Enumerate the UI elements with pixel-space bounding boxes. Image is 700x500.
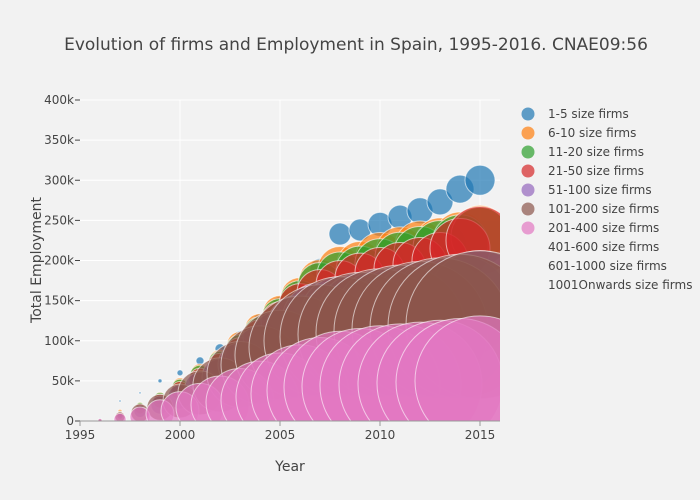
legend-marker [521,202,535,216]
legend-label: 1-5 size firms [548,107,629,121]
legend-label: 51-100 size firms [548,183,652,197]
legend-label: 201-400 size firms [548,221,659,235]
y-tick-label: 400k [44,93,74,107]
legend-item[interactable]: 601-1000 size firms [548,259,667,273]
legend-label: 401-600 size firms [548,240,659,254]
bubble-1-5-size-firms[interactable] [464,164,496,196]
x-axis-title: Year [274,459,305,475]
y-tick-label: 200k [44,254,74,268]
legend: 1-5 size firms 6-10 size firms 11-20 size … [521,107,692,292]
x-tick-label: 1995 [65,428,96,442]
legend-marker [521,164,535,178]
axes: 0 50k 100k 150k 200k 250k 300k 350k 400k 1995 2000… [44,93,500,442]
bubble-201-400-size-firms[interactable] [113,412,127,425]
bubble-1-5-size-firms[interactable] [176,369,184,377]
legend-label: 1001Onwards size firms [548,278,692,292]
legend-item[interactable]: 21-50 size firms [521,164,645,178]
legend-label: 101-200 size firms [548,202,659,216]
y-tick-label: 250k [44,213,74,227]
bubble-1-5-size-firms[interactable] [157,378,163,384]
bubble-1-5-size-firms[interactable] [426,188,454,216]
y-tick-label: 50k [52,374,74,388]
y-tick-label: 0 [66,414,74,428]
legend-marker [521,145,535,159]
legend-item[interactable]: 6-10 size firms [521,126,637,140]
bubble-201-400-size-firms[interactable] [414,315,545,446]
x-tick-label: 2015 [465,428,496,442]
y-tick-label: 350k [44,133,74,147]
chart-title: Evolution of firms and Employment in Spa… [64,35,648,55]
legend-marker [521,126,535,140]
bubble-1-5-size-firms[interactable] [328,222,352,246]
x-tick-label: 2005 [265,428,296,442]
y-tick-label: 100k [44,334,74,348]
legend-marker [521,107,535,121]
legend-marker [521,183,535,197]
bubbles [97,164,545,446]
legend-item[interactable]: 11-20 size firms [521,145,645,159]
legend-item[interactable]: 1001Onwards size firms [548,278,692,292]
legend-item[interactable]: 101-200 size firms [521,202,660,216]
legend-label: 601-1000 size firms [548,259,667,273]
bubble-1-5-size-firms[interactable] [138,391,142,395]
legend-item[interactable]: 401-600 size firms [548,240,659,254]
legend-item[interactable]: 51-100 size firms [521,183,652,197]
legend-item[interactable]: 1-5 size firms [521,107,629,121]
bubble-1-5-size-firms[interactable] [118,399,122,403]
x-tick-label: 2000 [165,428,196,442]
y-tick-label: 300k [44,173,74,187]
y-axis-title: Total Employment [29,197,45,324]
y-tick-label: 150k [44,294,74,308]
legend-label: 21-50 size firms [548,164,644,178]
x-tick-label: 2010 [365,428,396,442]
legend-label: 6-10 size firms [548,126,636,140]
legend-item[interactable]: 201-400 size firms [521,221,660,235]
legend-marker [521,221,535,235]
legend-label: 11-20 size firms [548,145,644,159]
